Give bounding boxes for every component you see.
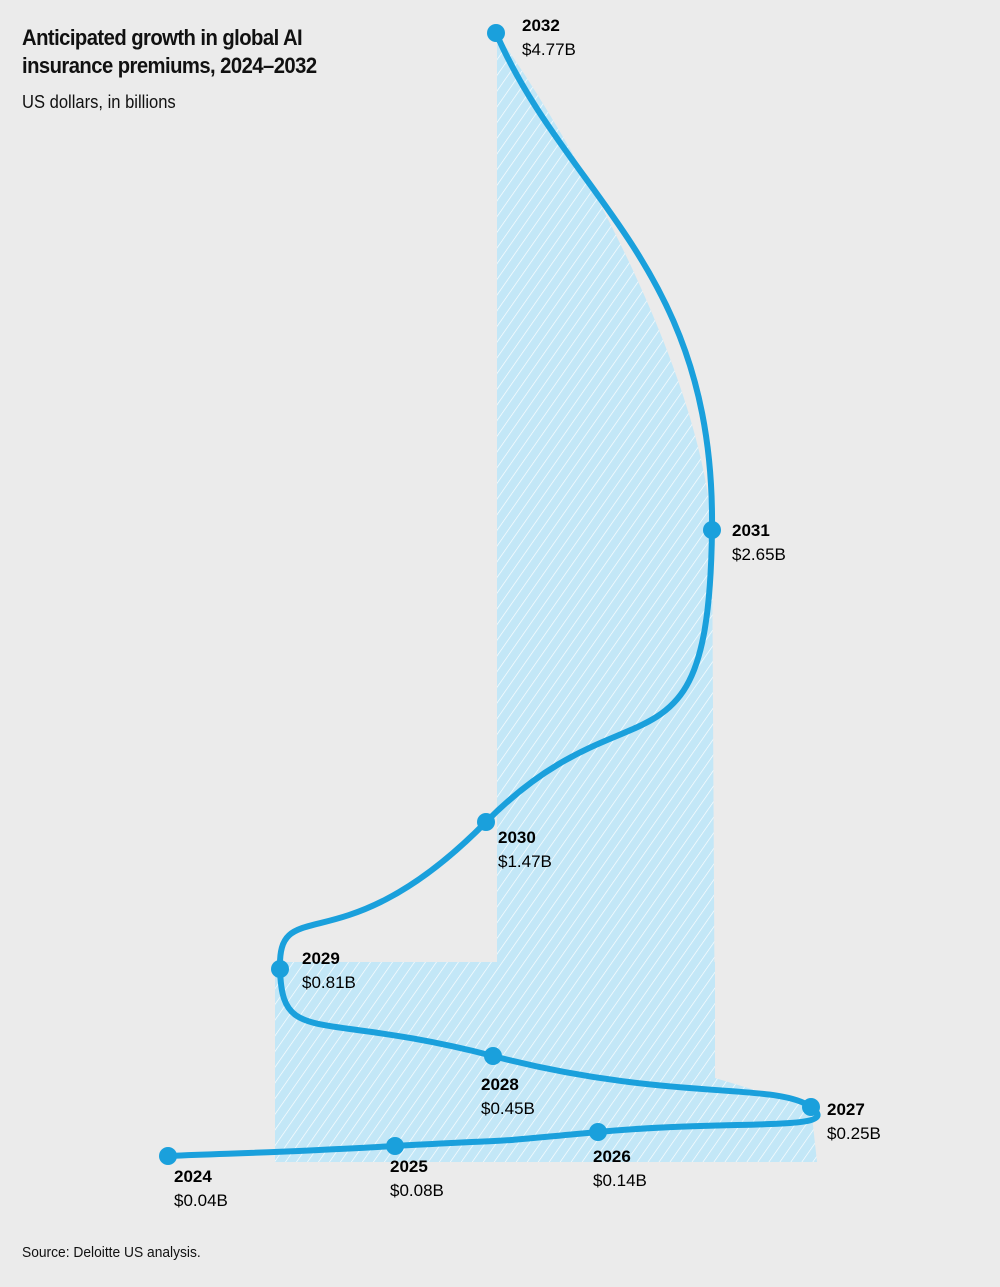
year-label-2027: 2027 [827, 1100, 865, 1119]
data-point-2030 [477, 813, 495, 831]
value-label-2029: $0.81B [302, 973, 356, 992]
value-label-2032: $4.77B [522, 40, 576, 59]
year-label-2024: 2024 [174, 1167, 212, 1186]
value-label-2024: $0.04B [174, 1191, 228, 1210]
year-label-2025: 2025 [390, 1157, 428, 1176]
year-label-2030: 2030 [498, 828, 536, 847]
chart-subtitle: US dollars, in billions [22, 92, 176, 112]
data-point-2027 [802, 1098, 820, 1116]
year-label-2031: 2031 [732, 521, 770, 540]
year-label-2032: 2032 [522, 16, 560, 35]
source-note: Source: Deloitte US analysis. [22, 1244, 201, 1261]
data-point-2032 [487, 24, 505, 42]
value-label-2031: $2.65B [732, 545, 786, 564]
data-point-2028 [484, 1047, 502, 1065]
value-label-2027: $0.25B [827, 1124, 881, 1143]
chart-title: Anticipated growth in global AI insuranc… [22, 25, 317, 78]
year-label-2026: 2026 [593, 1147, 631, 1166]
value-label-2028: $0.45B [481, 1099, 535, 1118]
value-label-2025: $0.08B [390, 1181, 444, 1200]
value-label-2030: $1.47B [498, 852, 552, 871]
data-point-2029 [271, 960, 289, 978]
growth-curve [165, 30, 821, 1159]
year-label-2028: 2028 [481, 1075, 519, 1094]
data-point-2026 [589, 1123, 607, 1141]
value-label-2026: $0.14B [593, 1171, 647, 1190]
data-point-2031 [703, 521, 721, 539]
shaded-area-upper [496, 33, 715, 1070]
year-label-2029: 2029 [302, 949, 340, 968]
data-point-2025 [386, 1137, 404, 1155]
data-point-2024 [159, 1147, 177, 1165]
shaded-area-lower [275, 962, 817, 1162]
